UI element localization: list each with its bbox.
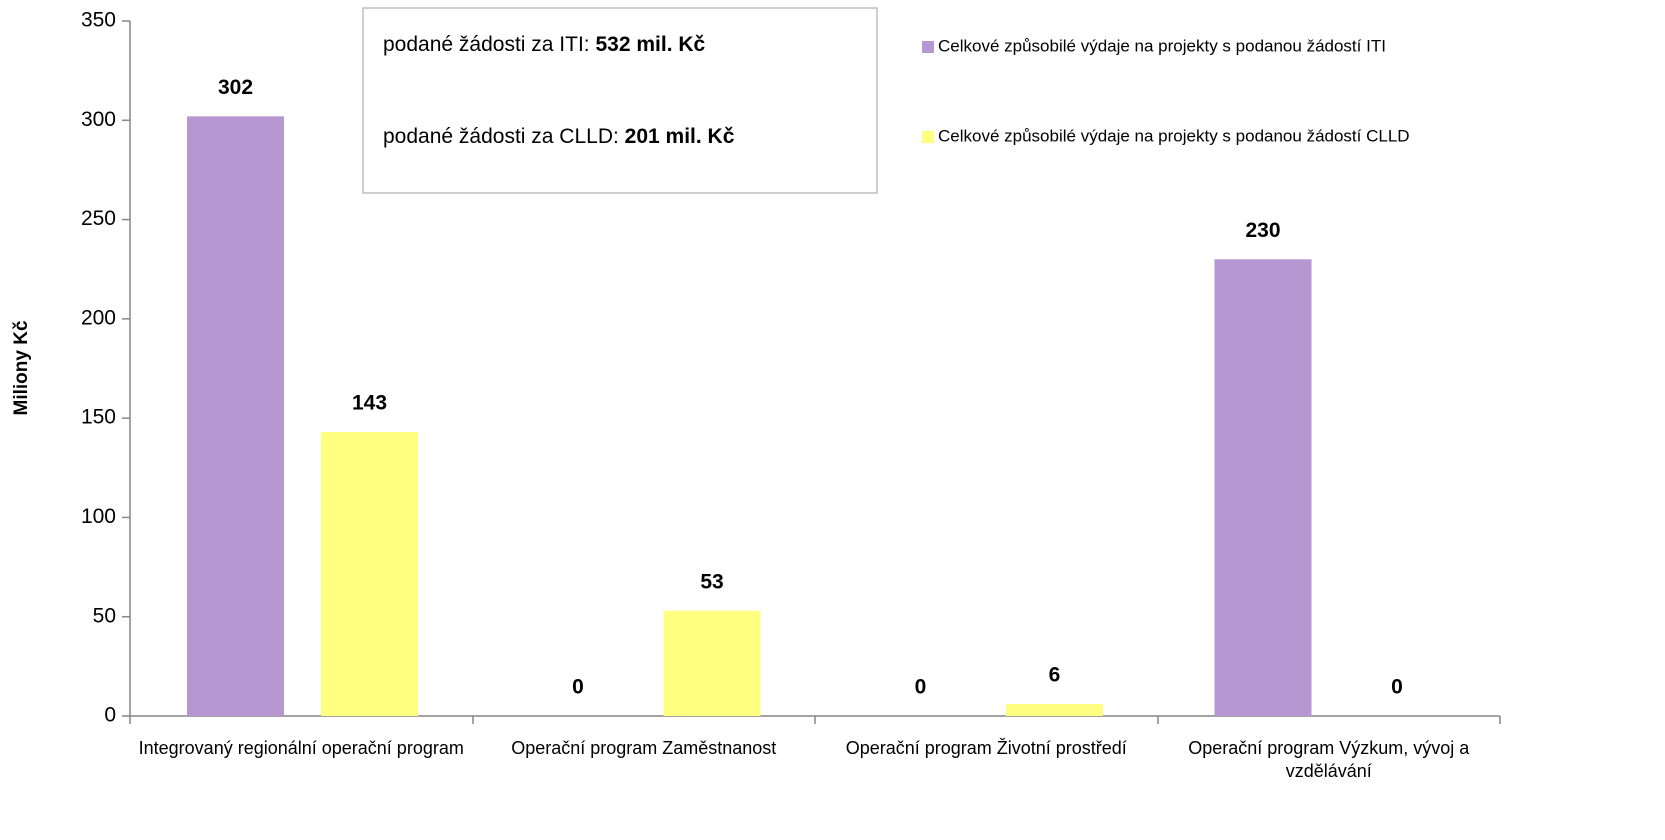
y-tick-label: 200 [81, 306, 116, 329]
value-label: 143 [352, 392, 387, 415]
annotation-value: 201 mil. Kč [625, 125, 735, 148]
value-label: 230 [1245, 219, 1280, 242]
legend-label: Celkové způsobilé výdaje na projekty s p… [938, 36, 1386, 55]
annotation: podané žádosti za ITI: 532 mil. Kč [383, 33, 706, 56]
value-label: 0 [1391, 676, 1403, 699]
legend-swatch [922, 131, 934, 143]
value-label: 0 [572, 676, 584, 699]
annotation-text: podané žádosti za CLLD: [383, 125, 619, 148]
x-tick-label: Operační program Výzkum, vývoj a vzděláv… [1188, 738, 1470, 781]
annotation: podané žádosti za CLLD: 201 mil. Kč [383, 125, 735, 148]
value-label: 6 [1049, 664, 1061, 687]
x-tick-label: Integrovaný regionální operační program [138, 738, 464, 758]
y-tick-label: 150 [81, 406, 116, 429]
annotation-text: podané žádosti za ITI: [383, 33, 590, 56]
y-tick-label: 0 [104, 704, 116, 727]
y-tick-label: 350 [81, 9, 116, 32]
y-tick-label: 100 [81, 505, 116, 528]
x-tick-label: Operační program Životní prostředí [845, 738, 1127, 758]
legend-label: Celkové způsobilé výdaje na projekty s p… [938, 126, 1410, 145]
y-tick-label: 50 [93, 604, 116, 627]
x-axis-ticks [129, 716, 1501, 724]
bar [1214, 259, 1312, 716]
x-tick-label: Operační program Zaměstnanost [511, 738, 777, 758]
bar [663, 610, 761, 716]
bar [187, 116, 284, 717]
y-tick-label: 300 [81, 108, 116, 131]
bar [321, 432, 418, 716]
y-axis-title: Miliony Kč [11, 320, 32, 415]
value-label: 0 [915, 676, 927, 699]
legend-swatch [922, 41, 934, 53]
annotation-box [362, 7, 878, 194]
annotation-value: 532 mil. Kč [595, 33, 705, 56]
value-label: 302 [218, 76, 253, 99]
value-label: 53 [700, 570, 723, 593]
bar [1006, 704, 1103, 716]
y-tick-label: 250 [81, 207, 116, 230]
